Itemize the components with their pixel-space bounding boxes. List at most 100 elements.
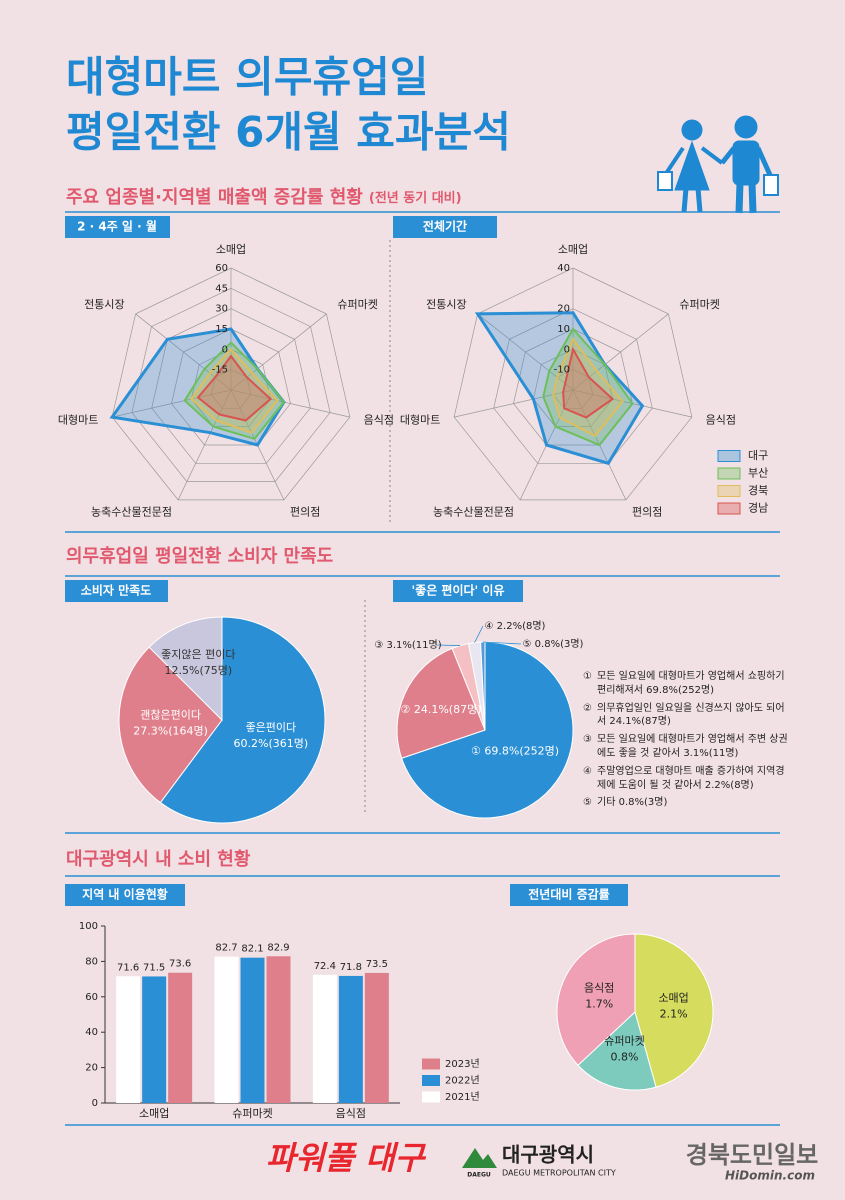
reason-text: 모든 일요일에 대형마트가 영업해서 쇼핑하기 편리해져서 69.8%(252명… [597, 671, 785, 696]
slice-label: 슈퍼마켓 [604, 1035, 644, 1048]
axis-label: 음식점 [364, 413, 394, 426]
slice-label: 좋지않은 편이다 [161, 648, 235, 661]
r-tick-label: 45 [215, 283, 228, 294]
axis-label: 전통시장 [84, 298, 124, 311]
axis-label: 음식점 [706, 413, 736, 426]
leader-line [474, 625, 484, 643]
chart-title: 지역 내 이용현황 [82, 887, 168, 902]
org-name: 대구광역시 [502, 1143, 594, 1167]
axis-label: 대형마트 [400, 413, 440, 426]
legend-label: 대구 [748, 449, 768, 462]
value-label: 71.5 [143, 962, 165, 973]
value-label: 71.8 [340, 962, 362, 973]
value-label: 73.6 [169, 959, 191, 970]
reason-item: ② 의무휴업일인 일요일을 신경쓰지 않아도 되어서 24.1%(87명) [583, 702, 788, 730]
r-tick-label: -10 [554, 365, 570, 376]
bar [116, 976, 141, 1103]
reason-item: ① 모든 일요일에 대형마트가 영업해서 쇼핑하기 편리해져서 69.8%(252… [583, 670, 788, 698]
tab [65, 884, 185, 906]
bar [364, 972, 389, 1103]
reason-text: 기타 0.8%(3명) [597, 797, 668, 809]
title: 평일전환 6개월 효과분석 [66, 108, 511, 157]
y-tick-label: 60 [85, 992, 98, 1003]
reason-legend: ① 모든 일요일에 대형마트가 영업해서 쇼핑하기 편리해져서 69.8%(252… [583, 670, 788, 814]
reason-marker: ① [583, 671, 592, 682]
chart-title: 전체기간 [423, 219, 467, 234]
slice-label: ② 24.1%(87명) [401, 703, 482, 716]
bar [168, 972, 193, 1103]
slice-label: ① 69.8%(252명) [471, 745, 559, 758]
r-tick-label: 40 [557, 263, 570, 274]
legend-swatch [422, 1091, 440, 1103]
value-label: 82.9 [267, 942, 289, 953]
slice-label: 좋은편이다 [246, 721, 297, 734]
tab [510, 884, 628, 906]
watermark: 경북도민일보 [686, 1141, 818, 1169]
bar [240, 957, 265, 1103]
y-tick-label: 100 [79, 921, 98, 932]
tab [393, 580, 523, 602]
slice-label: ⑤ 0.8%(3명) [523, 638, 584, 650]
radar-area [474, 311, 645, 466]
reason-marker: ③ [583, 734, 592, 746]
y-tick-label: 40 [85, 1027, 98, 1038]
pie-slice [577, 1011, 657, 1091]
x-tick-label: 슈퍼마켓 [232, 1107, 272, 1120]
slogan: 파워풀 대구 [266, 1139, 427, 1177]
bar [338, 975, 363, 1103]
section-note: (전년 동기 대비) [369, 190, 462, 206]
pie-slice [401, 641, 574, 819]
chart-title: 소비자 만족도 [81, 583, 151, 598]
slice-value: 27.3%(164명) [133, 725, 208, 738]
section-title-text: 주요 업종별·지역별 매출액 증감률 현황 [66, 187, 363, 208]
pie-slice [556, 933, 636, 1066]
grid-ring [131, 287, 331, 482]
value-label: 82.1 [241, 944, 263, 955]
slice-label: ③ 3.1%(11명) [374, 639, 441, 651]
reason-marker: ⑤ [583, 797, 592, 809]
r-tick-label: 30 [215, 304, 228, 315]
axis-label: 소매업 [558, 243, 588, 256]
bar [266, 956, 291, 1103]
pie-slice [148, 616, 223, 722]
tab [65, 580, 168, 602]
axis-label: 소매업 [216, 243, 246, 256]
y-tick-label: 0 [92, 1098, 98, 1109]
slice-value: 1.7% [585, 997, 613, 1010]
axis-label: 슈퍼마켓 [337, 298, 377, 311]
chart-title: 전년대비 증감률 [528, 887, 609, 902]
org-name-en: DAEGU METROPOLITAN CITY [502, 1169, 616, 1178]
r-tick-label: 20 [557, 304, 570, 315]
section-title: 의무휴업일 평일전환 소비자 만족도 [66, 545, 333, 567]
legend-label: 2022년 [445, 1075, 480, 1087]
slice-value: 60.2%(361명) [234, 737, 309, 750]
section-title: 대구광역시 내 소비 현황 [66, 849, 251, 870]
bar [214, 956, 239, 1103]
r-tick-label: 15 [215, 324, 228, 335]
slice-label: 음식점 [584, 981, 614, 994]
slice-value: 12.5%(75명) [165, 664, 233, 677]
grid-ring [493, 308, 653, 464]
axis-label: 대형마트 [58, 413, 98, 426]
axis-label: 편의점 [632, 506, 662, 519]
pie-slice [118, 646, 223, 804]
grid-ring [453, 267, 693, 501]
y-tick-label: 80 [85, 956, 98, 967]
watermark-site: HiDomin.com [725, 1169, 815, 1183]
pie-slice [634, 933, 714, 1088]
chart-title: 2 · 4주 일 · 월 [77, 219, 157, 234]
grid-ring [513, 328, 633, 446]
legend-label: 2023년 [445, 1058, 480, 1070]
grid-ring [171, 328, 291, 446]
reason-item: ⑤ 기타 0.8%(3명) [583, 796, 788, 810]
axis-label: 농축수산물전문점 [91, 506, 172, 519]
r-tick-label: 60 [215, 263, 228, 274]
slice-label: 괜찮은편이다 [140, 709, 201, 722]
chart-title: '좋은 편이다' 이유 [412, 583, 505, 598]
slice-value: 0.8% [611, 1051, 639, 1064]
radar-area [562, 346, 615, 419]
legend-label: 부산 [748, 467, 768, 480]
r-tick-label: -15 [212, 365, 228, 376]
